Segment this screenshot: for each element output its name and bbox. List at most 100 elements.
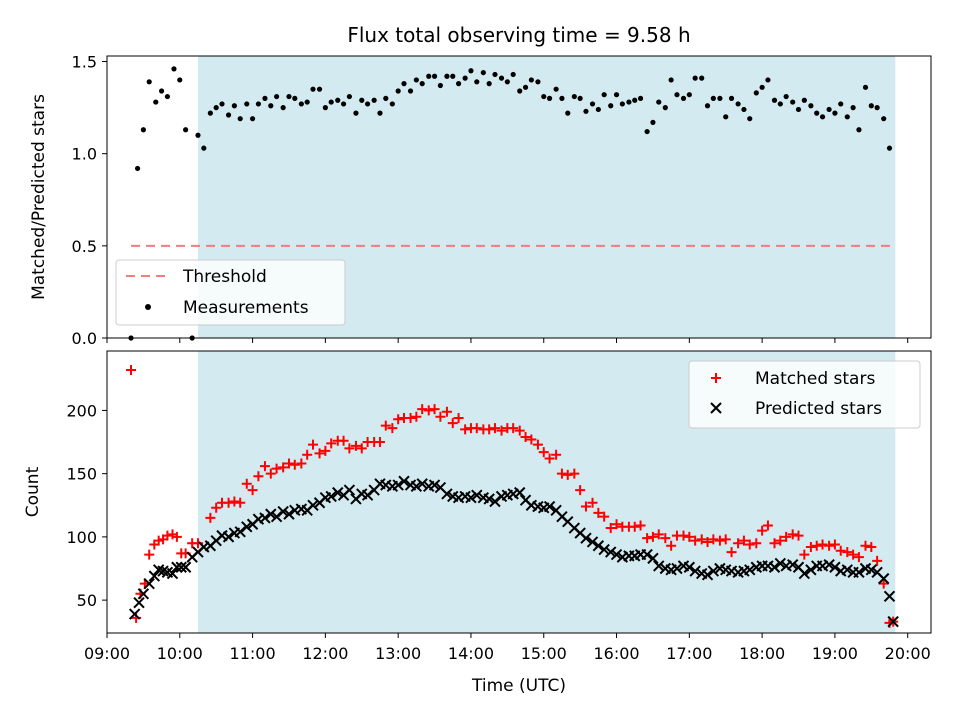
matched-stars-point [605, 523, 616, 534]
x-tick-label: 19:00 [812, 644, 858, 663]
matched-stars-point [265, 468, 276, 479]
matched-stars-point [660, 533, 671, 544]
measurements-point [183, 127, 189, 133]
matched-stars-point [350, 440, 361, 451]
predicted-stars-point [768, 561, 781, 573]
measurements-point [171, 66, 177, 72]
matched-stars-point [720, 534, 731, 545]
predicted-stars-point [605, 546, 617, 558]
measurements-point [771, 97, 778, 103]
matched-stars-point [429, 404, 440, 415]
predicted-stars-point [774, 557, 787, 570]
predicted-stars-point [653, 560, 665, 572]
matched-stars-point [211, 502, 222, 513]
measurements-point [674, 92, 680, 98]
matched-stars-point [762, 520, 773, 531]
predicted-stars-point [683, 561, 696, 573]
predicted-stars-point [877, 572, 890, 585]
matched-stars-point [714, 535, 725, 546]
y-tick-label: 1.5 [72, 53, 97, 72]
measurements-point [741, 106, 747, 113]
measurements-point [328, 99, 334, 105]
matched-stars-point [569, 468, 580, 479]
predicted-stars-point [823, 559, 835, 571]
measurements-point [717, 95, 723, 101]
x-tick-label: 17:00 [666, 644, 712, 663]
x-tick-label: 16:00 [593, 644, 639, 663]
matched-stars-point [538, 447, 549, 458]
matched-stars-point [380, 420, 391, 431]
matched-stars-point [374, 437, 385, 448]
predicted-stars-point [133, 596, 145, 609]
measurements-point [553, 86, 559, 92]
measurements-point [577, 95, 583, 101]
x-tick-label: 18:00 [739, 644, 785, 663]
predicted-stars-point [883, 590, 896, 603]
matched-stars-point [241, 478, 252, 489]
measurements-point [146, 79, 152, 85]
predicted-stars-point [128, 608, 141, 620]
x-tick-label: 12:00 [302, 644, 348, 663]
measurements-point [510, 71, 516, 78]
predicted-stars-point [307, 499, 319, 511]
predicted-stars-point [798, 567, 811, 580]
matched-stars-point [575, 485, 586, 496]
matched-stars-point [599, 511, 610, 522]
measurements-point [389, 101, 395, 107]
y-tick-label: 1.0 [72, 145, 97, 164]
matched-stars-point [405, 413, 416, 424]
x-tick-label: 14:00 [448, 644, 494, 663]
matched-stars-point [733, 538, 744, 549]
matched-stars-point [860, 540, 871, 551]
top-y-axis-label: Matched/Predicted stars [29, 94, 49, 300]
predicted-stars-point [887, 615, 899, 628]
legend-threshold-label: Threshold [182, 267, 267, 287]
predicted-stars-point [398, 475, 410, 487]
measurements-point [249, 116, 256, 122]
measurements-point [153, 99, 159, 105]
predicted-stars-point [410, 480, 423, 493]
top-legend: Threshold Measurements [115, 259, 346, 326]
predicted-stars-point [325, 490, 337, 503]
matched-stars-point [338, 435, 349, 446]
measurements-point [832, 110, 838, 116]
predicted-stars-point [786, 559, 799, 571]
measurements-point [699, 75, 705, 81]
measurements-point [619, 101, 625, 107]
measurements-point [777, 101, 783, 107]
measurements-point [704, 103, 711, 109]
measurements-point [274, 93, 280, 100]
measurements-point [662, 105, 668, 111]
measurements-point [626, 99, 632, 105]
measurements-point [498, 75, 505, 81]
measurements-point [589, 101, 596, 107]
predicted-stars-point [641, 548, 653, 561]
matched-stars-point [229, 496, 240, 507]
legend-measurements-swatch [145, 304, 151, 310]
measurements-point [656, 99, 662, 105]
matched-stars-point [271, 463, 282, 474]
measurements-point [650, 119, 656, 125]
matched-stars-point [811, 540, 822, 551]
measurements-point [346, 93, 352, 100]
y-tick-label: 0.5 [72, 237, 97, 256]
matched-stars-point [684, 531, 695, 542]
matched-stars-point [435, 411, 446, 422]
matched-stars-point [872, 555, 883, 566]
measurements-point [395, 88, 401, 94]
matched-stars-point [824, 540, 835, 551]
matched-stars-point [593, 507, 604, 518]
legend-measurements-label: Measurements [183, 298, 309, 318]
measurements-point [455, 81, 462, 87]
matched-stars-point [866, 542, 877, 553]
matched-stars-point [259, 461, 270, 472]
predicted-stars-point [689, 565, 701, 577]
matched-stars-point [223, 497, 234, 508]
measurements-point [316, 86, 323, 92]
measurements-point [262, 95, 268, 101]
measurements-point [747, 116, 753, 122]
measurements-point [225, 112, 232, 118]
matched-stars-point [471, 423, 482, 434]
measurements-point [595, 106, 601, 113]
predicted-stars-point [283, 508, 295, 520]
